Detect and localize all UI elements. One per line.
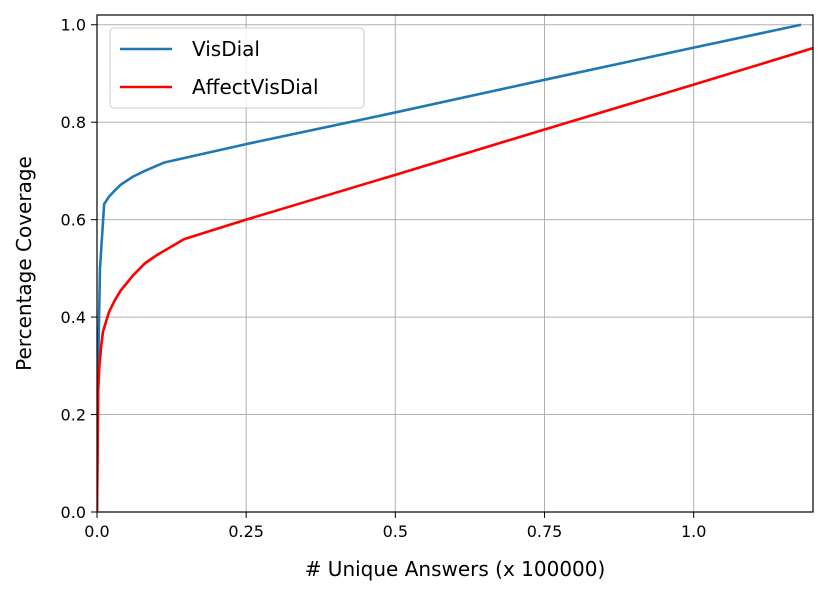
y-axis-label: Percentage Coverage: [12, 156, 36, 371]
x-tick-label: 0.75: [527, 522, 563, 541]
y-tick-label: 0.6: [61, 211, 86, 230]
legend: VisDial AffectVisDial: [109, 27, 365, 109]
y-tick-label: 1.0: [61, 16, 86, 35]
y-tick-label: 0.8: [61, 113, 86, 132]
x-tick-label: 0.25: [228, 522, 264, 541]
y-tick-label: 0.0: [61, 503, 86, 522]
series-line-affectvisdial: [97, 46, 813, 512]
legend-box: [109, 27, 365, 109]
grid: [96, 15, 813, 513]
x-axis-label: # Unique Answers (x 100000): [305, 557, 606, 581]
x-tick-label: 1.0: [681, 522, 706, 541]
x-tick-label: 0.0: [84, 522, 109, 541]
legend-label-affectvisdial: AffectVisDial: [192, 75, 319, 99]
plot-frame: [96, 14, 814, 513]
series-line-visdial: [97, 23, 802, 512]
y-tick-label: 0.2: [61, 406, 86, 425]
series-layer: [97, 23, 813, 512]
ticks: 0.0 0.25 0.5 0.75 1.0 0.0 0.2 0.4 0.6 0.8 1.0: [61, 16, 707, 541]
x-tick-label: 0.5: [383, 522, 408, 541]
y-tick-label: 0.4: [61, 308, 86, 327]
legend-label-visdial: VisDial: [192, 37, 260, 61]
